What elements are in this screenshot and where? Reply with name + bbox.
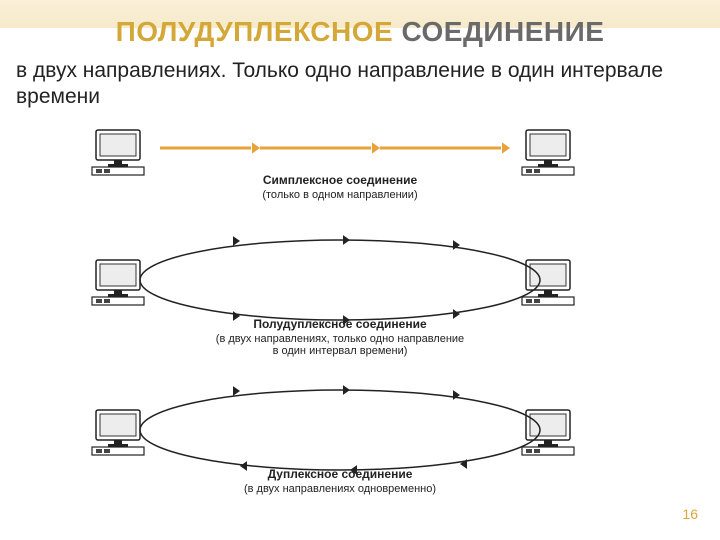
svg-text:в один интервал времени): в один интервал времени) <box>273 345 408 357</box>
svg-text:(в двух направлениях одновреме: (в двух направлениях одновременно) <box>244 483 436 495</box>
connection-diagram: Симплексное соединение (только в одном на… <box>90 130 590 530</box>
title-accent: ПОЛУДУПЛЕКСНОЕ <box>116 16 394 47</box>
diagram-svg: Симплексное соединение (только в одном на… <box>90 130 590 530</box>
svg-text:Полудуплексное соединение: Полудуплексное соединение <box>253 317 427 331</box>
svg-text:Дуплексное соединение: Дуплексное соединение <box>268 467 413 481</box>
slide-subtitle: в двух направлениях. Только одно направл… <box>16 58 704 111</box>
svg-text:(только в одном направлении): (только в одном направлении) <box>262 189 417 201</box>
title-plain: СОЕДИНЕНИЕ <box>393 16 604 47</box>
page-number: 16 <box>682 506 698 522</box>
svg-text:Симплексное соединение: Симплексное соединение <box>263 173 418 187</box>
svg-text:(в двух направлениях, только о: (в двух направлениях, только одно направ… <box>216 333 464 345</box>
slide-title: ПОЛУДУПЛЕКСНОЕ СОЕДИНЕНИЕ <box>0 16 720 48</box>
